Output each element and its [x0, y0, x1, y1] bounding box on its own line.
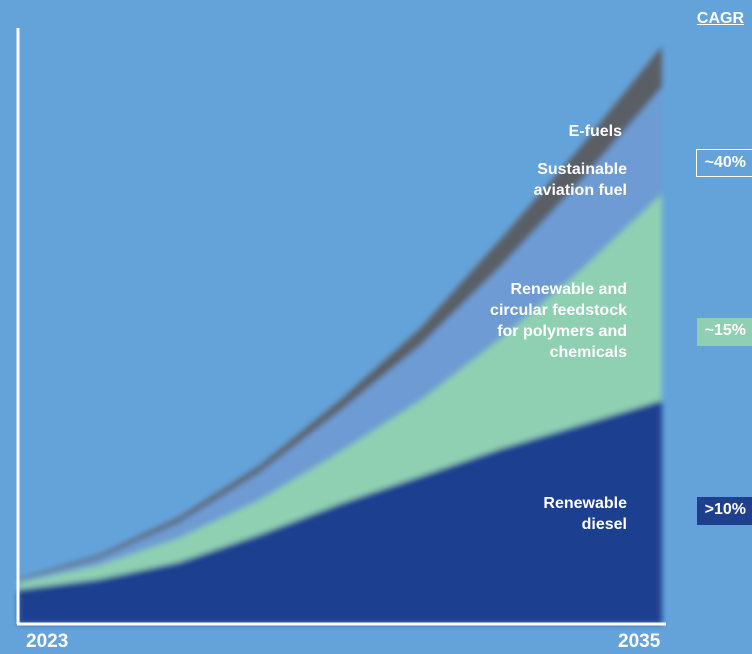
x-tick-start: 2023	[26, 631, 69, 652]
label-renewable-diesel: Renewable diesel	[543, 495, 627, 533]
area-renewable-and-circular-feedstock-for-polymers-and-chemicals	[18, 193, 662, 590]
x-tick-end: 2035	[618, 631, 661, 652]
label-e-fuels: E-fuels	[568, 123, 622, 140]
axes	[16, 28, 666, 626]
area-layers	[18, 46, 662, 624]
label-sustainable-aviation-fuel: Sustainable aviation fuel	[533, 161, 627, 199]
label-renewable-circular-feedstock: Renewable and circular feedstock for pol…	[490, 281, 627, 361]
cagr-title: CAGR	[696, 10, 744, 27]
area-renewable-diesel	[18, 400, 662, 624]
cagr-badge-polymers: ~15%	[696, 318, 752, 346]
cagr-badge-saf: ~40%	[695, 149, 752, 177]
cagr-badge-diesel: >10%	[696, 497, 752, 525]
